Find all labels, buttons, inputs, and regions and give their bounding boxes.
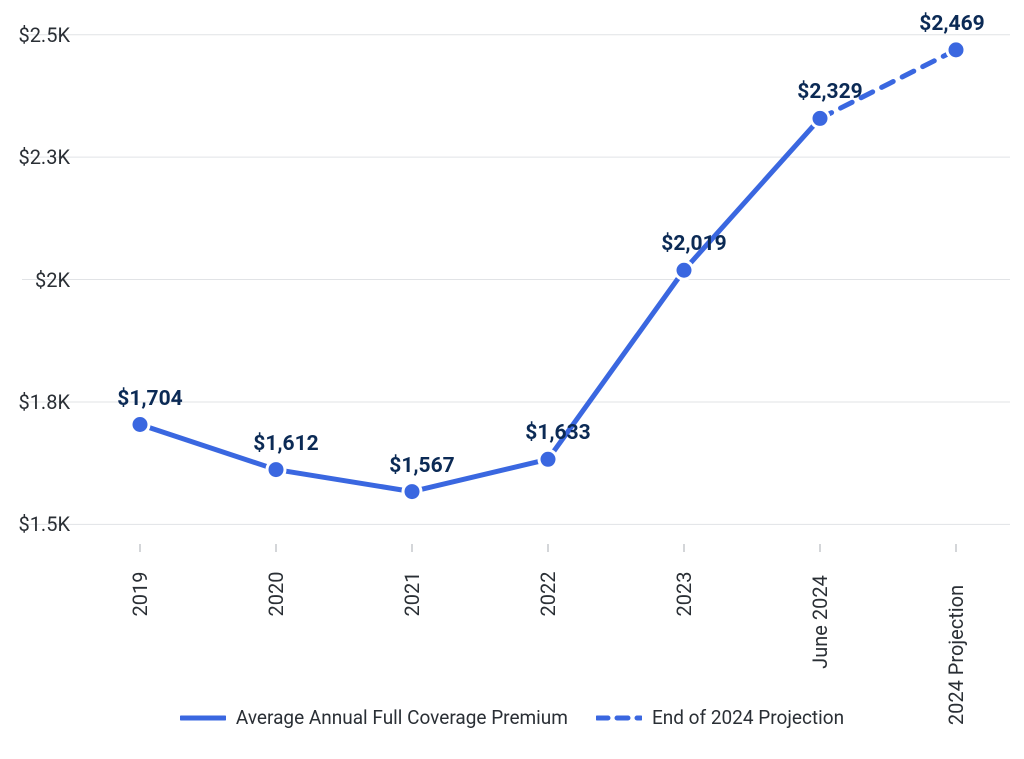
x-tick-label: 2021 [400, 572, 424, 617]
legend-label: Average Annual Full Coverage Premium [236, 706, 568, 729]
data-label: $1,704 [117, 387, 182, 411]
legend-item-projection: End of 2024 Projection [596, 706, 844, 729]
y-tick-label: $2.3K [18, 145, 70, 169]
premium-line-chart: $1.5K $1.8K $2K $2.3K $2.5K 2019 2020 2021 2022 2… [0, 0, 1024, 759]
data-point [947, 41, 965, 59]
data-label: $1,567 [389, 454, 454, 478]
data-point [811, 109, 829, 127]
y-tick-label: $2.5K [18, 23, 70, 47]
x-tick-label: 2023 [672, 572, 696, 617]
data-label: $1,633 [525, 421, 590, 445]
y-tick-label: $2K [35, 268, 70, 292]
y-tick-label: $1.8K [18, 390, 70, 414]
y-tick-label: $1.5K [18, 512, 70, 536]
data-point [675, 261, 693, 279]
legend-item-actual: Average Annual Full Coverage Premium [180, 706, 568, 729]
data-label: $2,329 [797, 80, 862, 104]
data-label: $2,469 [919, 12, 984, 36]
chart-legend: Average Annual Full Coverage Premium End … [0, 706, 1024, 729]
legend-swatch [180, 714, 226, 722]
x-tick-label: 2024 Projection [944, 584, 968, 724]
x-tick-label: 2019 [128, 572, 152, 617]
x-tick-label: 2022 [536, 572, 560, 617]
x-tick-label: June 2024 [808, 575, 832, 669]
data-point [131, 416, 149, 434]
x-tick-label: 2020 [264, 572, 288, 617]
data-label: $1,612 [253, 432, 318, 456]
data-point [267, 461, 285, 479]
legend-label: End of 2024 Projection [652, 706, 844, 729]
data-point [403, 483, 421, 501]
series-line-actual [140, 118, 820, 491]
data-point [539, 450, 557, 468]
data-label: $2,019 [661, 232, 726, 256]
legend-swatch [596, 714, 642, 722]
chart-svg [0, 0, 1024, 759]
